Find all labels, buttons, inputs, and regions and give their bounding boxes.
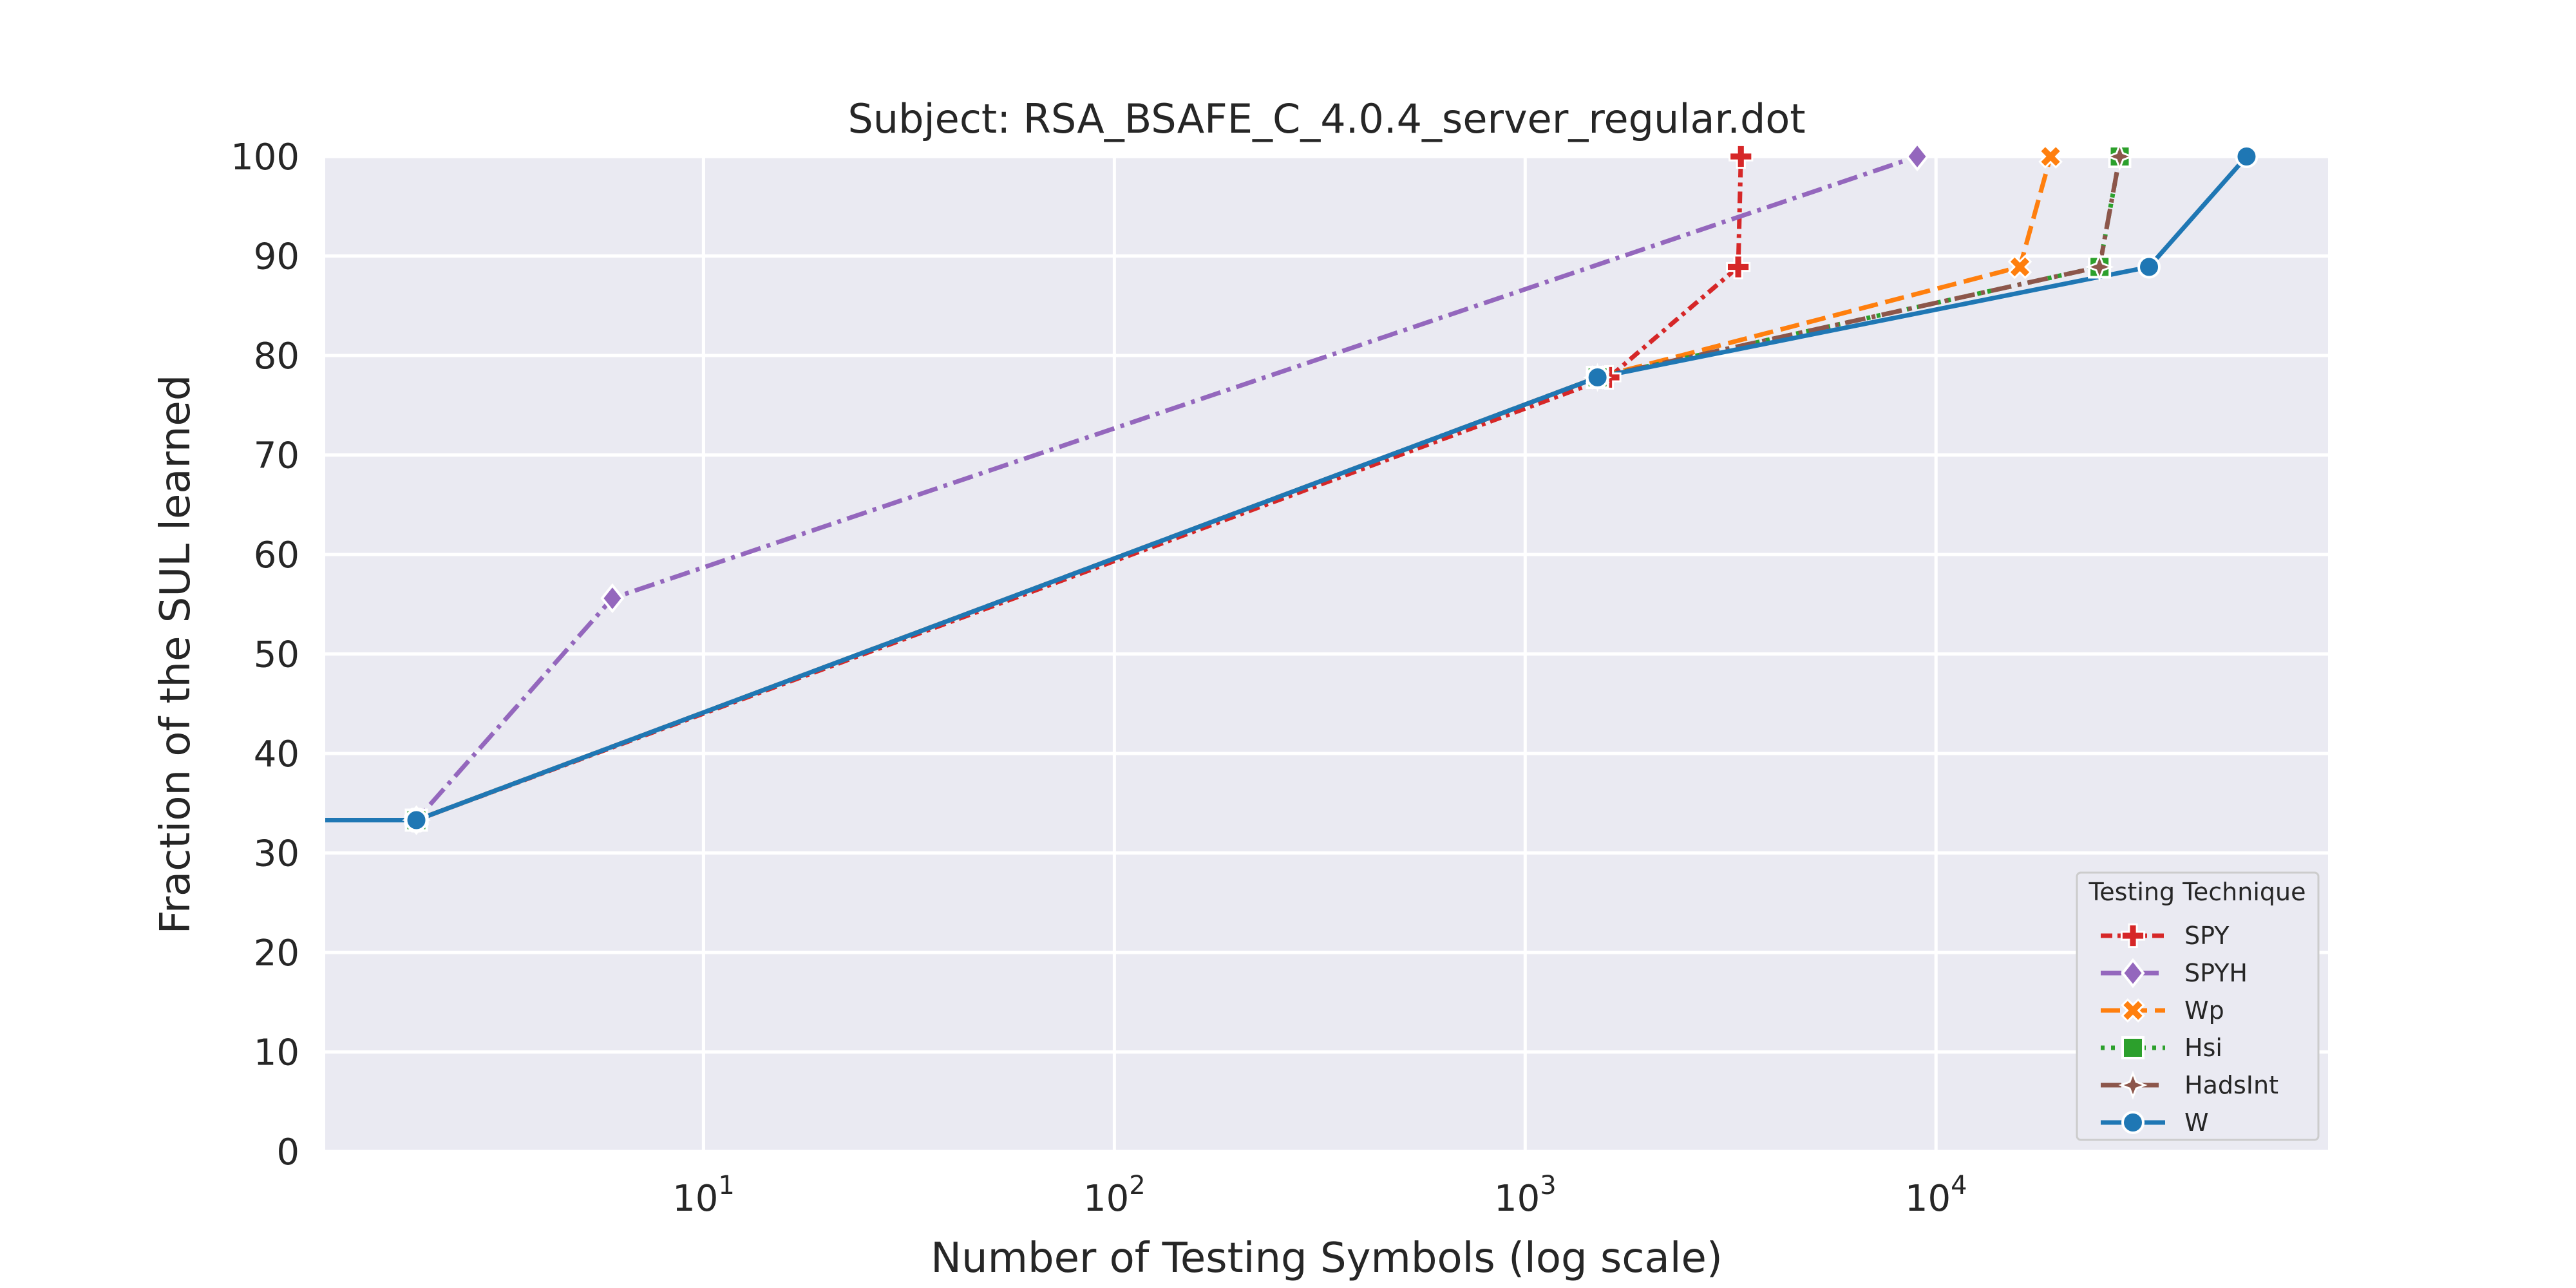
legend-label-wp: Wp (2184, 996, 2224, 1025)
y-tick-label: 30 (254, 833, 299, 875)
x-tick-label: 102 (1083, 1171, 1146, 1220)
x-tick-label: 101 (672, 1171, 735, 1220)
grid (325, 155, 2328, 1153)
data-point-w (2235, 145, 2259, 168)
legend-marker-hadsint (2118, 1070, 2148, 1100)
y-tick-label: 100 (231, 137, 299, 178)
y-tick-label: 10 (254, 1032, 299, 1074)
y-tick-labels: 0 10 20 30 40 50 60 70 80 90 100 (231, 137, 299, 1173)
y-tick-label: 20 (254, 933, 299, 974)
legend-marker-w (2121, 1111, 2145, 1134)
legend-label-w: W (2184, 1108, 2209, 1137)
legend-marker-spyh (2121, 958, 2145, 989)
chart-title: Subject: RSA_BSAFE_C_4.0.4_server_regula… (848, 95, 1805, 142)
y-axis-label: Fraction of the SUL learned (152, 375, 200, 934)
data-point-w (1586, 365, 1609, 389)
data-point-w (404, 808, 428, 832)
data-point-spyh (600, 583, 625, 614)
y-tick-label: 40 (254, 734, 299, 775)
data-point-spyh (1905, 141, 1929, 172)
legend-label-hadsint: HadsInt (2184, 1071, 2278, 1099)
data-point-spy (1728, 144, 1754, 169)
series-markers (401, 141, 2259, 835)
data-point-hadsint (2085, 252, 2114, 282)
x-tick-label: 103 (1494, 1171, 1557, 1220)
x-axis-label: Number of Testing Symbols (log scale) (931, 1235, 1723, 1282)
legend-title: Testing Technique (2088, 878, 2306, 906)
data-point-wp (2038, 144, 2063, 169)
y-tick-label: 70 (254, 435, 299, 477)
data-point-w (2137, 255, 2161, 279)
legend-label-spyh: SPYH (2184, 959, 2248, 987)
legend-label-hsi: Hsi (2184, 1034, 2222, 1062)
y-tick-label: 50 (254, 634, 299, 676)
y-tick-label: 90 (254, 236, 299, 278)
y-tick-label: 80 (254, 336, 299, 377)
legend: Testing Technique SPY SPYH Wp Hsi HadsInt W (2076, 871, 2320, 1141)
legend-marker-hsi (2121, 1036, 2145, 1059)
y-tick-label: 60 (254, 535, 299, 576)
data-point-hadsint (2105, 142, 2135, 171)
legend-marker-spy (2120, 923, 2146, 949)
y-tick-label: 0 (276, 1132, 299, 1173)
legend-label-spy: SPY (2184, 922, 2230, 950)
x-tick-labels: 101 102 103 104 (672, 1171, 1967, 1220)
data-point-wp (2007, 254, 2032, 279)
legend-marker-wp (2121, 998, 2145, 1023)
x-tick-label: 104 (1905, 1171, 1967, 1220)
data-point-spy (1725, 254, 1751, 279)
